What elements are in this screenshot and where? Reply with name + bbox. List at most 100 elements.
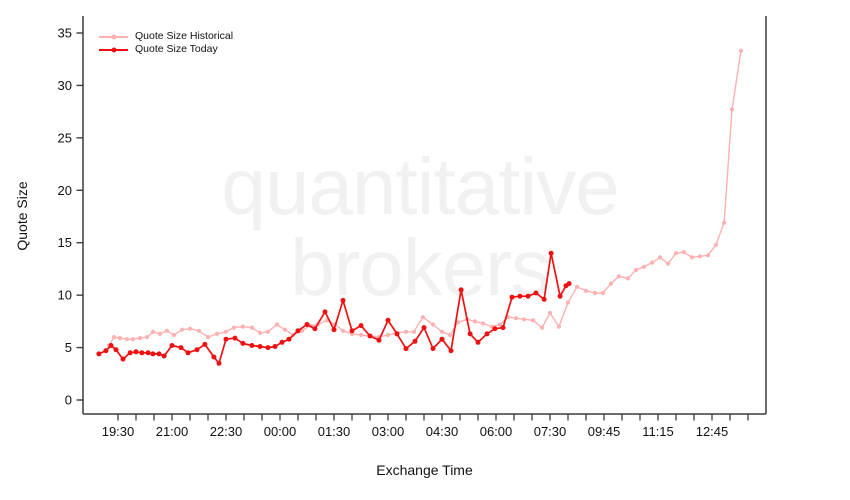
data-point — [232, 335, 238, 341]
data-point — [430, 322, 436, 327]
data-point — [349, 328, 355, 334]
x-axis-title: Exchange Time — [376, 462, 473, 478]
data-point — [178, 345, 184, 351]
data-point — [185, 350, 191, 356]
data-point — [194, 347, 200, 353]
legend-label-historical: Quote Size Historical — [135, 30, 234, 42]
data-point — [729, 107, 735, 112]
data-point — [340, 297, 346, 303]
data-point — [223, 329, 229, 334]
data-point — [548, 250, 554, 256]
data-point — [430, 346, 436, 352]
data-point — [286, 336, 292, 342]
data-point — [592, 290, 598, 296]
data-point — [164, 328, 170, 333]
data-point — [500, 325, 506, 331]
data-point — [108, 343, 114, 348]
data-point — [525, 293, 531, 299]
y-axis-title: Quote Size — [14, 181, 30, 251]
data-point — [145, 350, 151, 356]
y-tick-label: 35 — [58, 26, 72, 41]
data-point — [472, 319, 477, 324]
data-point — [103, 348, 109, 354]
data-point — [96, 351, 102, 357]
legend-item-historical: Quote Size Historical — [99, 30, 233, 43]
x-tick-label: 07:30 — [534, 424, 567, 439]
y-tick-label: 0 — [65, 393, 72, 408]
data-point — [265, 329, 270, 334]
data-point — [480, 321, 486, 326]
legend-item-today: Quote Size Today — [99, 43, 233, 56]
data-point — [240, 340, 246, 346]
y-axis-ticks: 0 5 10 15 20 25 30 35 — [58, 26, 83, 408]
data-point — [522, 317, 527, 322]
data-point — [713, 242, 719, 247]
data-point — [541, 296, 547, 302]
data-point — [124, 337, 130, 342]
data-point — [641, 264, 647, 269]
legend-label-today: Quote Size Today — [135, 43, 218, 55]
data-point — [161, 353, 167, 359]
data-point — [455, 320, 461, 325]
data-point — [411, 329, 416, 334]
data-point — [150, 329, 155, 334]
legend-swatch-today — [99, 47, 128, 52]
series-line — [108, 50, 742, 347]
data-point — [722, 220, 727, 225]
y-tick-label: 25 — [58, 130, 72, 145]
data-point — [633, 267, 639, 273]
data-point — [274, 322, 279, 327]
data-point — [448, 348, 454, 354]
data-point — [111, 335, 117, 340]
data-point — [547, 310, 553, 316]
data-point — [120, 356, 126, 362]
data-point — [509, 294, 515, 300]
data-point — [608, 281, 614, 286]
data-point — [650, 260, 655, 265]
series-line — [98, 252, 570, 365]
axes — [82, 16, 767, 415]
data-point — [403, 346, 409, 352]
data-point — [497, 322, 503, 327]
data-point — [421, 325, 427, 331]
data-point — [196, 328, 202, 333]
data-point — [187, 326, 193, 331]
data-point — [322, 309, 328, 315]
data-point — [705, 253, 711, 258]
data-point — [137, 336, 143, 341]
data-point — [150, 351, 156, 357]
data-point — [257, 344, 263, 349]
data-point — [130, 337, 135, 342]
data-point — [574, 284, 580, 289]
data-point — [513, 316, 519, 321]
data-point — [156, 351, 162, 357]
data-point — [144, 335, 150, 340]
data-point — [295, 328, 301, 334]
x-tick-label: 19:30 — [102, 424, 135, 439]
series-historical — [106, 48, 744, 348]
x-tick-label: 09:45 — [588, 424, 621, 439]
x-tick-label: 00:00 — [264, 424, 297, 439]
data-point — [666, 261, 671, 266]
data-point — [475, 339, 481, 345]
data-point — [257, 330, 263, 335]
data-point — [447, 332, 452, 338]
data-point — [566, 281, 572, 287]
data-point — [376, 337, 382, 343]
y-tick-label: 10 — [58, 288, 72, 303]
data-point — [557, 293, 563, 299]
data-point — [304, 322, 310, 327]
x-tick-label: 21:00 — [156, 424, 189, 439]
data-point — [127, 350, 133, 356]
data-point — [492, 326, 498, 332]
data-point — [657, 255, 663, 260]
data-point — [412, 338, 418, 344]
x-axis-ticks: 19:30 21:00 22:30 00:00 01:30 03:00 04:30 06:00… — [102, 414, 749, 439]
data-point — [279, 339, 285, 345]
data-point — [202, 341, 208, 347]
data-point — [171, 332, 177, 338]
data-point — [625, 276, 631, 281]
series-today — [96, 250, 572, 366]
